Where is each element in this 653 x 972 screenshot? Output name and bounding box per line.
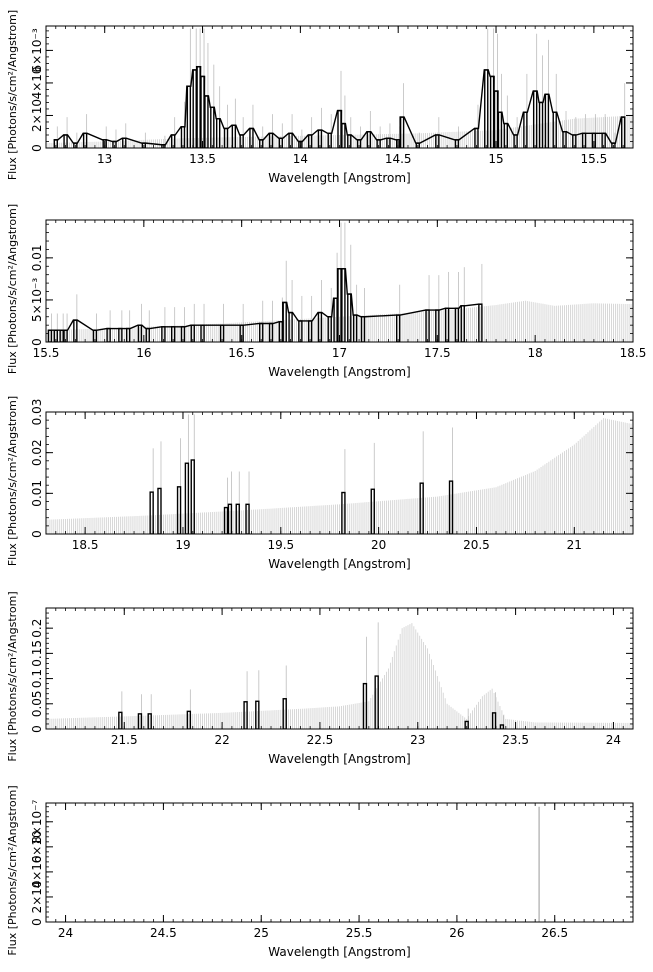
- x-tick-label: 23: [410, 733, 425, 747]
- x-tick-label: 15.5: [581, 152, 608, 166]
- y-axis-title: Flux [Photons/s/cm²/Angstrom]: [6, 204, 19, 374]
- x-tick-label: 20.5: [463, 538, 490, 552]
- chart-panel-1: 13 13.5 14 14.5 15 15.5 0 2×104×106×10⁻³ Wavelen…: [6, 10, 634, 185]
- x-tick-label: 18: [528, 346, 543, 360]
- y-tick-label: 0: [30, 918, 44, 926]
- y-tick-label: 0.01: [30, 245, 44, 272]
- x-tick-label: 25.5: [346, 926, 373, 940]
- data-bin: [223, 506, 229, 534]
- data-bin: [374, 675, 379, 729]
- y-tick-label: 2×10: [30, 880, 44, 913]
- x-tick-label: 24: [606, 733, 621, 747]
- x-tick-label: 16: [136, 346, 151, 360]
- y-tick-label: 2×10: [30, 99, 44, 132]
- data-bin: [190, 459, 195, 534]
- data-bin: [147, 713, 152, 729]
- x-tick-label: 13.5: [189, 152, 216, 166]
- data-bin: [282, 698, 287, 729]
- x-tick-label: 17.5: [424, 346, 451, 360]
- x-tick-label: 25: [254, 926, 269, 940]
- data-step-line: [53, 65, 626, 146]
- data-bin: [196, 65, 201, 148]
- x-tick-label: 14.5: [385, 152, 412, 166]
- x-tick-label: 17: [332, 346, 347, 360]
- y-tick-label: 6×10: [30, 830, 44, 863]
- x-tick-label: 24: [58, 926, 73, 940]
- y-axis-title: Flux [Photons/s/cm²/Angstrom]: [6, 10, 19, 180]
- x-tick-label: 20: [371, 538, 386, 552]
- x-tick-label: 18.5: [72, 538, 99, 552]
- y-tick-label: 0.01: [30, 480, 44, 507]
- data-bin: [186, 710, 192, 729]
- data-bin: [192, 69, 197, 148]
- x-tick-label: 22: [214, 733, 229, 747]
- x-tick-label: 26.5: [541, 926, 568, 940]
- plot-frame: [45, 802, 634, 923]
- x-axis-title: Wavelength [Angstrom]: [268, 945, 410, 959]
- y-tick-label: 0.2: [30, 619, 44, 638]
- data-bin: [464, 720, 469, 729]
- x-axis-title: Wavelength [Angstrom]: [268, 171, 410, 185]
- y-tick-label: 4×10: [30, 855, 44, 888]
- data-bin: [499, 724, 505, 729]
- x-tick-label: 19: [175, 538, 190, 552]
- x-tick-label: 13: [97, 152, 112, 166]
- y-axis-title: Flux [Photons/s/cm²/Angstrom]: [6, 785, 19, 955]
- x-tick-label: 24.5: [150, 926, 177, 940]
- data-bin: [137, 713, 143, 729]
- y-tick-label: 5×10⁻³: [30, 278, 44, 322]
- x-tick-label: 21.5: [111, 733, 138, 747]
- plot-area: [46, 414, 632, 534]
- data-bin: [243, 701, 248, 729]
- y-tick-label: 8×10⁻⁷: [30, 800, 44, 844]
- data-bin: [200, 75, 205, 148]
- x-tick-label: 15.5: [33, 346, 60, 360]
- x-tick-label: 22.5: [307, 733, 334, 747]
- y-tick-label: 0.1: [30, 669, 44, 688]
- y-tick-label: 0: [30, 530, 44, 538]
- chart-panel-2: 15.5 16 16.5 17 17.5 18 18.5 0 5×10⁻³ 0.01 Wavelen…: [6, 204, 646, 379]
- x-tick-label: 18.5: [620, 346, 647, 360]
- plot-area: [46, 622, 632, 729]
- x-tick-label: 23.5: [502, 733, 529, 747]
- y-tick-label: 6×10⁻³: [30, 28, 44, 72]
- x-tick-label: 14: [293, 152, 308, 166]
- x-axis-title: Wavelength [Angstrom]: [268, 752, 410, 766]
- x-tick-label: 15: [488, 152, 503, 166]
- chart-panel-5: 24 24.5 25 25.5 26 26.5 0 2×104×106×108×10⁻⁷ Wav…: [6, 785, 634, 959]
- x-tick-label: 19.5: [267, 538, 294, 552]
- y-tick-label: 0: [30, 144, 44, 152]
- x-tick-label: 26: [449, 926, 464, 940]
- x-axis-title: Wavelength [Angstrom]: [268, 365, 410, 379]
- y-tick-label: 0: [30, 338, 44, 346]
- plot-area: [46, 28, 633, 148]
- y-axis-title: Flux [Photons/s/cm²/Angstrom]: [6, 591, 19, 761]
- chart-panel-3: 18.5 19 19.5 20 20.5 21 0 0.01 0.02 0.03 Wavelengt…: [6, 396, 634, 571]
- chart-panel-4: 21.5 22 22.5 23 23.5 24 0 0.05 0.1 0.15 0.2 Wavelen…: [6, 591, 634, 766]
- x-tick-label: 21: [567, 538, 582, 552]
- y-tick-label: 0: [30, 725, 44, 733]
- y-tick-label: 0.05: [30, 690, 44, 717]
- y-axis-title: Flux [Photons/s/cm²/Angstrom]: [6, 396, 19, 566]
- data-bin: [157, 487, 162, 534]
- x-tick-label: 16.5: [228, 346, 255, 360]
- y-tick-label: 0.02: [30, 439, 44, 466]
- data-bin: [149, 491, 154, 534]
- plot-area: [46, 222, 632, 342]
- y-tick-label: 0.15: [30, 640, 44, 667]
- x-axis-title: Wavelength [Angstrom]: [268, 557, 410, 571]
- y-tick-label: 0.03: [30, 399, 44, 426]
- y-tick-label: 4×10: [30, 66, 44, 99]
- data-bin: [362, 682, 368, 729]
- data-step-line: [47, 268, 483, 331]
